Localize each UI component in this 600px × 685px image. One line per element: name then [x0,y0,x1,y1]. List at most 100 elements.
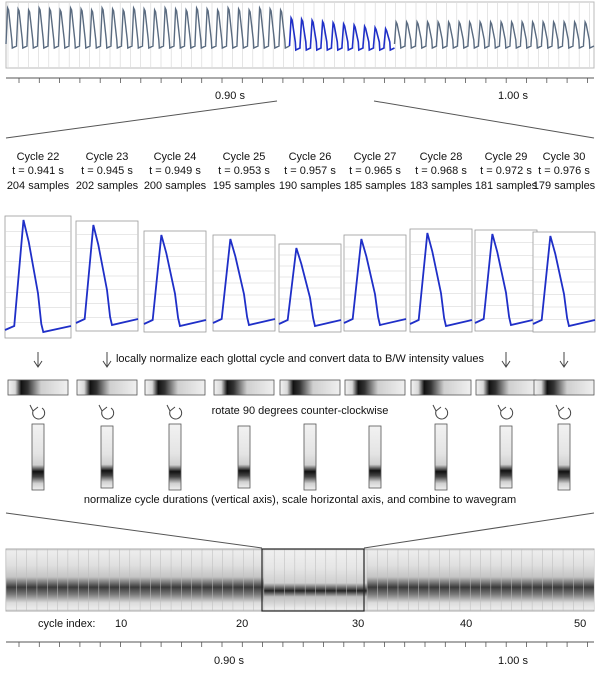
wavegram-column [47,549,59,611]
intensity-strip-rotated [368,425,382,489]
wavegram-column [77,549,89,611]
intensity-strip [279,379,341,396]
wavegram-column [459,549,471,611]
cycle-samples: 204 samples [7,180,70,192]
cycle-name: Cycle 23 [86,151,129,163]
intensity-strips-vertical [31,423,571,491]
wavegram-column [284,549,296,611]
bottom-axis-ticks [18,642,588,647]
cycle-signal [343,238,407,327]
wavegram-column [439,549,451,611]
cycle-waveform-panel [75,220,139,332]
down-arrow-icon [501,352,511,368]
cycle-waveform-panel [343,234,407,332]
down-arrow-icon [559,352,569,368]
wavegram-column [521,549,533,611]
cycle-waveform-panel [212,234,276,332]
wavegram-column [542,549,554,611]
wavegram-column [397,549,409,611]
cycle-panels [4,215,596,339]
cycle-waveform-panel [409,228,473,333]
rotate-ccw-icon [98,404,115,420]
wavegram-column [500,549,512,611]
intensity-strip-rotated [100,425,114,489]
intensity-strip-rotated [557,423,571,491]
cycle-name: Cycle 28 [420,151,463,163]
intensity-strip [475,379,537,396]
wavegram-column [469,549,481,611]
wavegram-column [129,549,141,611]
cycle-signal [409,232,473,328]
wavegram-column [573,549,585,611]
wavegram-column [511,549,523,611]
cycle-time: t = 0.965 s [349,165,401,177]
cycle-time: t = 0.945 s [81,165,133,177]
wavegram-column [325,549,337,611]
cycle-signal [474,233,538,327]
rotate-ccw-icon [497,404,514,420]
cycle-signal [143,234,207,328]
wavegram-column [263,549,275,611]
top-axis-label-100: 1.00 s [498,90,528,102]
wavegram-column [346,549,358,611]
down-arrow-icon [33,352,43,368]
wavegram-column [170,549,182,611]
cycle-index-30: 30 [352,618,364,630]
top-waveform-grid [7,3,590,67]
wavegram-column [387,549,399,611]
top-axis-ticks [18,78,588,83]
cycle-name: Cycle 25 [223,151,266,163]
wavegram-connector-left [5,512,263,549]
wavegram-column [243,549,255,611]
wavegram-column [480,549,492,611]
wavegram-column [356,549,368,611]
wavegram-column [304,549,316,611]
wavegram-column [191,549,203,611]
cycle-signal [212,238,276,327]
cycle-time: t = 0.957 s [284,165,336,177]
bottom-axis-label-090: 0.90 s [214,655,244,667]
cycle-index-10: 10 [115,618,127,630]
cycle-name: Cycle 26 [289,151,332,163]
wavegram-column [36,549,48,611]
zoom-connector-left [5,100,278,139]
cycle-labels: Cycle 22 t = 0.941 s 204 samples Cycle 23 t … [7,151,596,192]
step-combine-label: normalize cycle durations (vertical axis… [84,494,516,506]
intensity-strip [533,379,595,396]
cycle-name: Cycle 29 [485,151,528,163]
wavegram-column [418,549,430,611]
wavegram-column [428,549,440,611]
wavegram-column [160,549,172,611]
cycle-index-20: 20 [236,618,248,630]
cycle-time: t = 0.968 s [415,165,467,177]
down-arrow-icon [102,352,112,368]
intensity-strip-rotated [303,423,317,491]
cycle-waveform-panel [143,230,207,333]
cycle-index-40: 40 [460,618,472,630]
wavegram-column [201,549,213,611]
wavegram-column [16,549,28,611]
intensity-strip [213,379,275,396]
wavegram-column [88,549,100,611]
cycle-name: Cycle 27 [354,151,397,163]
wavegram-column [222,549,234,611]
wavegram-column [490,549,502,611]
cycle-index-axis: cycle index: 10 20 30 40 50 [38,618,586,630]
cycle-samples: 181 samples [475,180,538,192]
wavegram-column [150,549,162,611]
cycle-samples: 200 samples [144,180,207,192]
cycle-samples: 183 samples [410,180,473,192]
rotate-icons [29,404,572,420]
rotate-ccw-icon [166,404,183,420]
top-waveform-gray-signal [5,5,595,50]
cycle-waveform-panel [278,243,342,333]
cycle-signal [75,224,139,327]
down-arrows [33,352,569,368]
top-waveform [5,1,595,69]
top-axis-label-090: 0.90 s [215,90,245,102]
wavegram-column [119,549,131,611]
intensity-strips-horizontal [7,379,595,396]
cycle-samples: 185 samples [344,180,407,192]
intensity-strip [344,379,406,396]
